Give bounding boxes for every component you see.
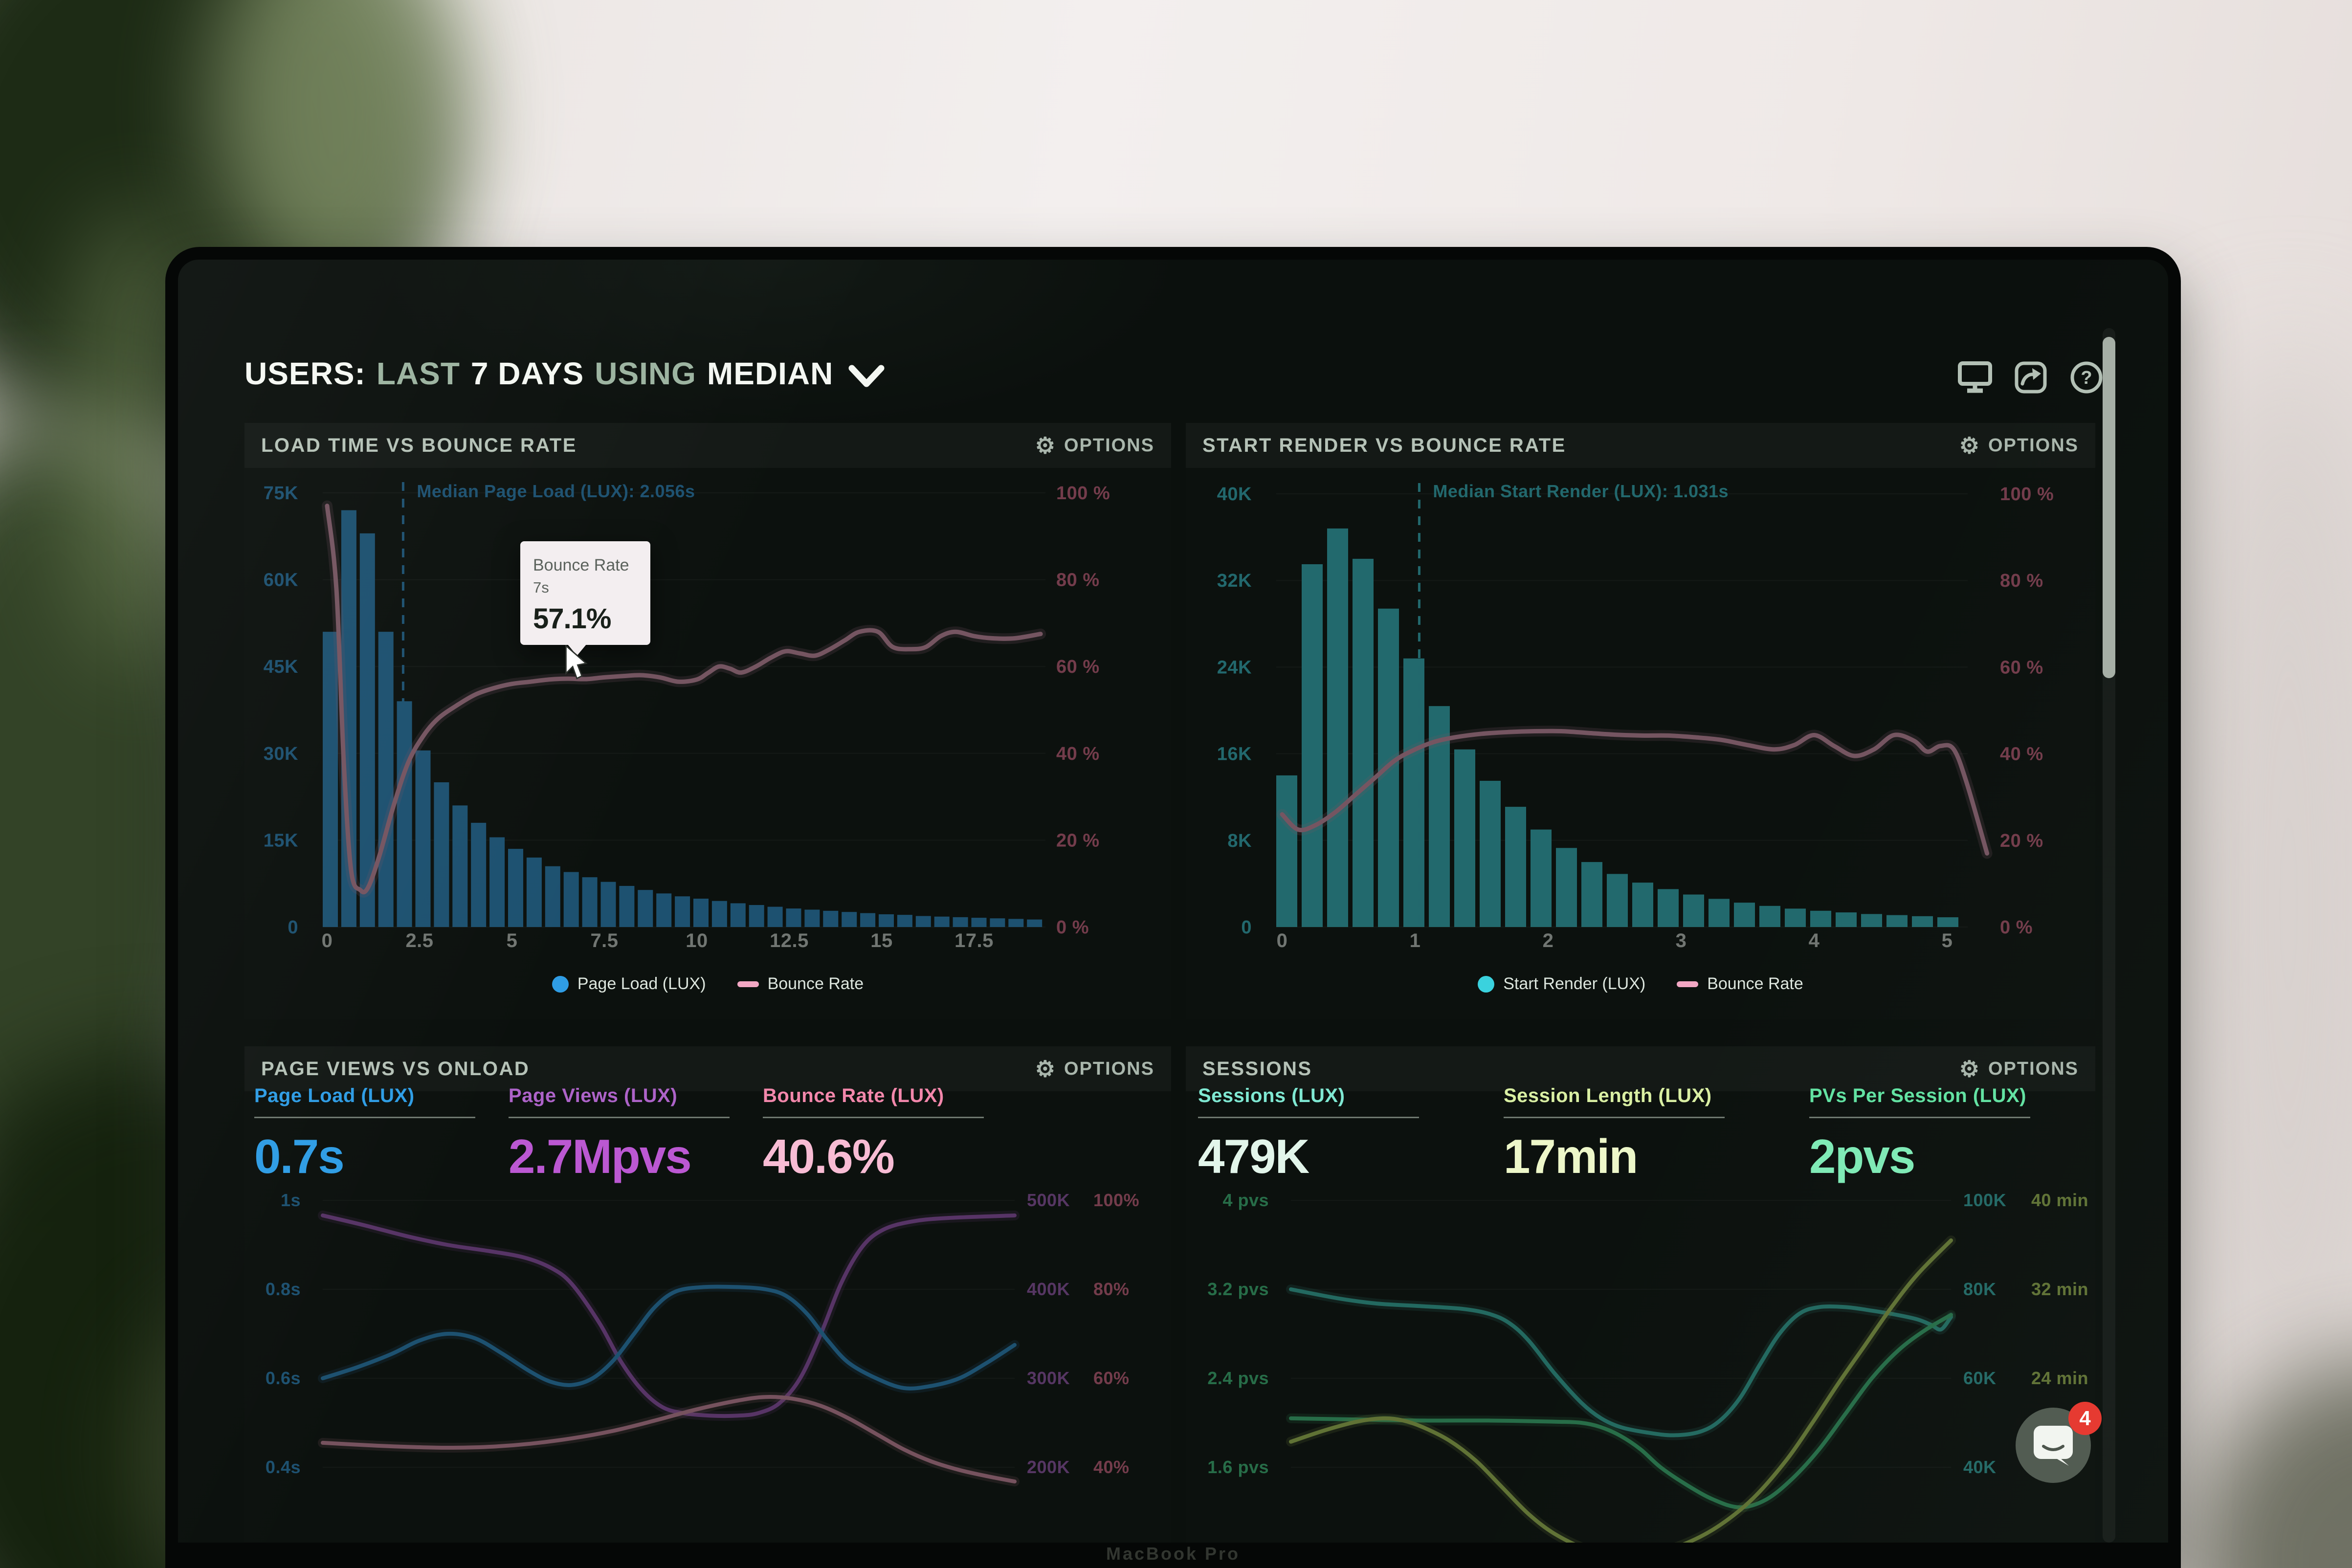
- gear-icon: ⚙: [1035, 433, 1056, 458]
- metric-divider: [254, 1117, 475, 1118]
- panel-header: LOAD TIME VS BOUNCE RATE ⚙ OPTIONS: [244, 423, 1171, 468]
- gear-icon: ⚙: [1035, 1056, 1056, 1082]
- chart-tooltip: Bounce Rate 7s 57.1%: [520, 541, 650, 656]
- chevron-down-icon[interactable]: [848, 364, 885, 388]
- metric-label: Sessions (LUX): [1198, 1085, 1345, 1106]
- panel-title: START RENDER VS BOUNCE RATE: [1202, 434, 1566, 456]
- metric-label: Page Load (LUX): [254, 1085, 415, 1106]
- legend-label: Start Render (LUX): [1503, 974, 1646, 993]
- panel-load-time-vs-bounce-rate: LOAD TIME VS BOUNCE RATE ⚙ OPTIONS: [244, 423, 1171, 1019]
- gear-icon: ⚙: [1959, 433, 1980, 458]
- panel-header: PAGE VIEWS VS ONLOAD ⚙ OPTIONS: [244, 1046, 1171, 1091]
- title-using: USING: [595, 356, 696, 391]
- metric-label: Page Views (LUX): [509, 1085, 678, 1106]
- mouse-cursor: [565, 645, 588, 680]
- chat-unread-badge: 4: [2068, 1402, 2102, 1435]
- page-title: USERS: LAST 7 DAYS USING MEDIAN: [244, 355, 885, 392]
- metric-value: 2pvs: [1809, 1129, 1915, 1183]
- legend-label: Bounce Rate: [767, 974, 864, 993]
- laptop-bezel: Median Page Load (LUX): 2.056s75K60K45K3…: [165, 247, 2181, 1568]
- title-median: MEDIAN: [707, 356, 834, 391]
- metric-value: 0.7s: [254, 1129, 345, 1183]
- metric-page-load: Page Load (LUX) 0.7s: [254, 1085, 509, 1184]
- panel-header: SESSIONS ⚙ OPTIONS: [1186, 1046, 2095, 1091]
- title-days: 7 DAYS: [470, 356, 584, 391]
- metric-divider: [1809, 1117, 2030, 1118]
- tooltip-series: Bounce Rate: [533, 556, 629, 574]
- legend-dash: [737, 981, 759, 987]
- metric-value: 40.6%: [763, 1129, 895, 1183]
- share-icon[interactable]: [2014, 360, 2048, 395]
- chart-legend: Page Load (LUX) Bounce Rate: [244, 974, 1171, 994]
- options-button[interactable]: ⚙ OPTIONS: [1959, 1056, 2079, 1082]
- metric-session-length: Session Length (LUX) 17min: [1504, 1085, 1758, 1184]
- panel-sessions: SESSIONS ⚙ OPTIONS: [1186, 1046, 2095, 1543]
- tooltip-value: 57.1%: [533, 603, 611, 635]
- metric-value: 17min: [1504, 1129, 1638, 1183]
- metric-divider: [1504, 1117, 1725, 1118]
- gear-icon: ⚙: [1959, 1056, 1980, 1082]
- options-button[interactable]: ⚙ OPTIONS: [1959, 433, 2079, 458]
- panel-page-views-vs-onload: PAGE VIEWS VS ONLOAD ⚙ OPTIONS: [244, 1046, 1171, 1543]
- legend-dot: [1478, 975, 1495, 993]
- laptop-brand-label: MacBook Pro: [1106, 1544, 1241, 1564]
- dashboard-screen: Median Page Load (LUX): 2.056s75K60K45K3…: [178, 260, 2168, 1543]
- metric-pvs-per-session: PVs Per Session (LUX) 2pvs: [1809, 1085, 2064, 1184]
- metric-label: Session Length (LUX): [1504, 1085, 1712, 1106]
- title-last: LAST: [376, 356, 460, 391]
- metric-bounce-rate: Bounce Rate (LUX) 40.6%: [763, 1085, 1017, 1184]
- panel-title: SESSIONS: [1202, 1058, 1312, 1080]
- metric-value: 2.7Mpvs: [509, 1129, 692, 1183]
- metric-value: 479K: [1198, 1129, 1309, 1183]
- monitor-icon[interactable]: [1958, 360, 1992, 395]
- panel-header: START RENDER VS BOUNCE RATE ⚙ OPTIONS: [1186, 423, 2095, 468]
- svg-text:?: ?: [2081, 368, 2092, 388]
- chart-legend: Start Render (LUX) Bounce Rate: [1186, 974, 2095, 994]
- legend-label: Page Load (LUX): [577, 974, 706, 993]
- options-button[interactable]: ⚙ OPTIONS: [1035, 1056, 1154, 1082]
- metric-sessions: Sessions (LUX) 479K: [1198, 1085, 1452, 1184]
- laptop-shadow: [2161, 342, 2352, 1467]
- legend-dot: [552, 975, 569, 993]
- metric-label: Bounce Rate (LUX): [763, 1085, 944, 1106]
- help-icon[interactable]: ?: [2069, 360, 2104, 395]
- metric-page-views: Page Views (LUX) 2.7Mpvs: [509, 1085, 763, 1184]
- metric-divider: [1198, 1117, 1419, 1118]
- panel-title: PAGE VIEWS VS ONLOAD: [261, 1058, 530, 1080]
- header-toolbar: ?: [1958, 360, 2104, 395]
- chat-bubble-icon: [2034, 1426, 2073, 1466]
- tooltip-x-value: 7s: [533, 579, 549, 596]
- metric-divider: [509, 1117, 730, 1118]
- panel-start-render-vs-bounce-rate: START RENDER VS BOUNCE RATE ⚙ OPTIONS: [1186, 423, 2095, 1019]
- legend-label: Bounce Rate: [1707, 974, 1803, 993]
- options-button[interactable]: ⚙ OPTIONS: [1035, 433, 1154, 458]
- title-users: USERS:: [244, 356, 366, 391]
- panel-title: LOAD TIME VS BOUNCE RATE: [261, 434, 577, 456]
- metric-divider: [763, 1117, 984, 1118]
- legend-dash: [1677, 981, 1699, 987]
- scrollbar-thumb[interactable]: [2103, 337, 2115, 678]
- metric-label: PVs Per Session (LUX): [1809, 1085, 2026, 1106]
